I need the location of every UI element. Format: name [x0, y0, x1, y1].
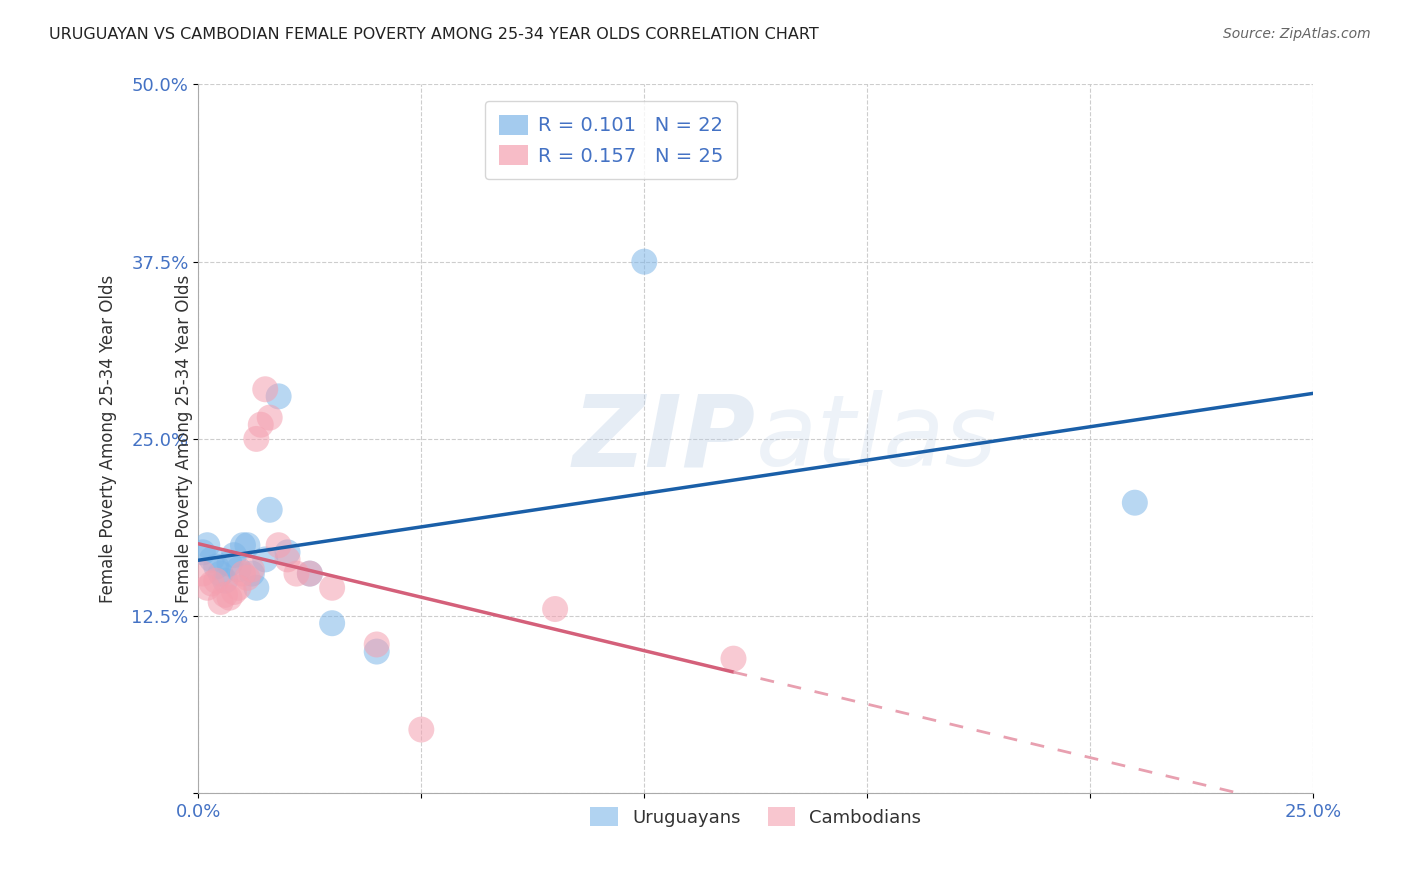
- Text: ZIP: ZIP: [572, 391, 756, 487]
- Point: [214, 588, 236, 602]
- Point: [249, 417, 271, 432]
- Point: [205, 574, 228, 588]
- Point: [201, 576, 224, 591]
- Point: [195, 538, 218, 552]
- Point: [267, 538, 290, 552]
- Point: [240, 562, 263, 576]
- Point: [277, 552, 299, 566]
- Point: [321, 616, 343, 631]
- Point: [723, 651, 745, 665]
- Point: [209, 566, 232, 581]
- Y-axis label: Female Poverty Among 25-34 Year Olds: Female Poverty Among 25-34 Year Olds: [176, 275, 194, 603]
- Point: [236, 571, 259, 585]
- Point: [633, 254, 655, 268]
- Point: [544, 602, 567, 616]
- Point: [285, 566, 308, 581]
- Point: [298, 566, 321, 581]
- Point: [195, 581, 218, 595]
- Y-axis label: Female Poverty Among 25-34 Year Olds: Female Poverty Among 25-34 Year Olds: [100, 275, 117, 603]
- Point: [267, 389, 290, 403]
- Text: atlas: atlas: [756, 391, 997, 487]
- Point: [236, 538, 259, 552]
- Point: [191, 566, 214, 581]
- Point: [254, 552, 277, 566]
- Point: [366, 644, 388, 658]
- Text: Source: ZipAtlas.com: Source: ZipAtlas.com: [1223, 27, 1371, 41]
- Point: [259, 410, 281, 425]
- Point: [1123, 496, 1146, 510]
- Point: [232, 538, 254, 552]
- Point: [222, 548, 245, 562]
- Point: [245, 432, 267, 446]
- Point: [321, 581, 343, 595]
- Point: [222, 585, 245, 599]
- Point: [191, 545, 214, 559]
- Point: [254, 382, 277, 396]
- Point: [277, 545, 299, 559]
- Point: [205, 559, 228, 574]
- Text: URUGUAYAN VS CAMBODIAN FEMALE POVERTY AMONG 25-34 YEAR OLDS CORRELATION CHART: URUGUAYAN VS CAMBODIAN FEMALE POVERTY AM…: [49, 27, 818, 42]
- Point: [228, 562, 250, 576]
- Point: [218, 591, 240, 605]
- Point: [259, 503, 281, 517]
- Point: [240, 566, 263, 581]
- Point: [209, 595, 232, 609]
- Point: [228, 581, 250, 595]
- Point: [232, 566, 254, 581]
- Point: [201, 552, 224, 566]
- Point: [218, 557, 240, 571]
- Legend: Uruguayans, Cambodians: Uruguayans, Cambodians: [583, 800, 928, 834]
- Point: [411, 723, 433, 737]
- Point: [245, 581, 267, 595]
- Point: [298, 566, 321, 581]
- Point: [366, 638, 388, 652]
- Point: [214, 574, 236, 588]
